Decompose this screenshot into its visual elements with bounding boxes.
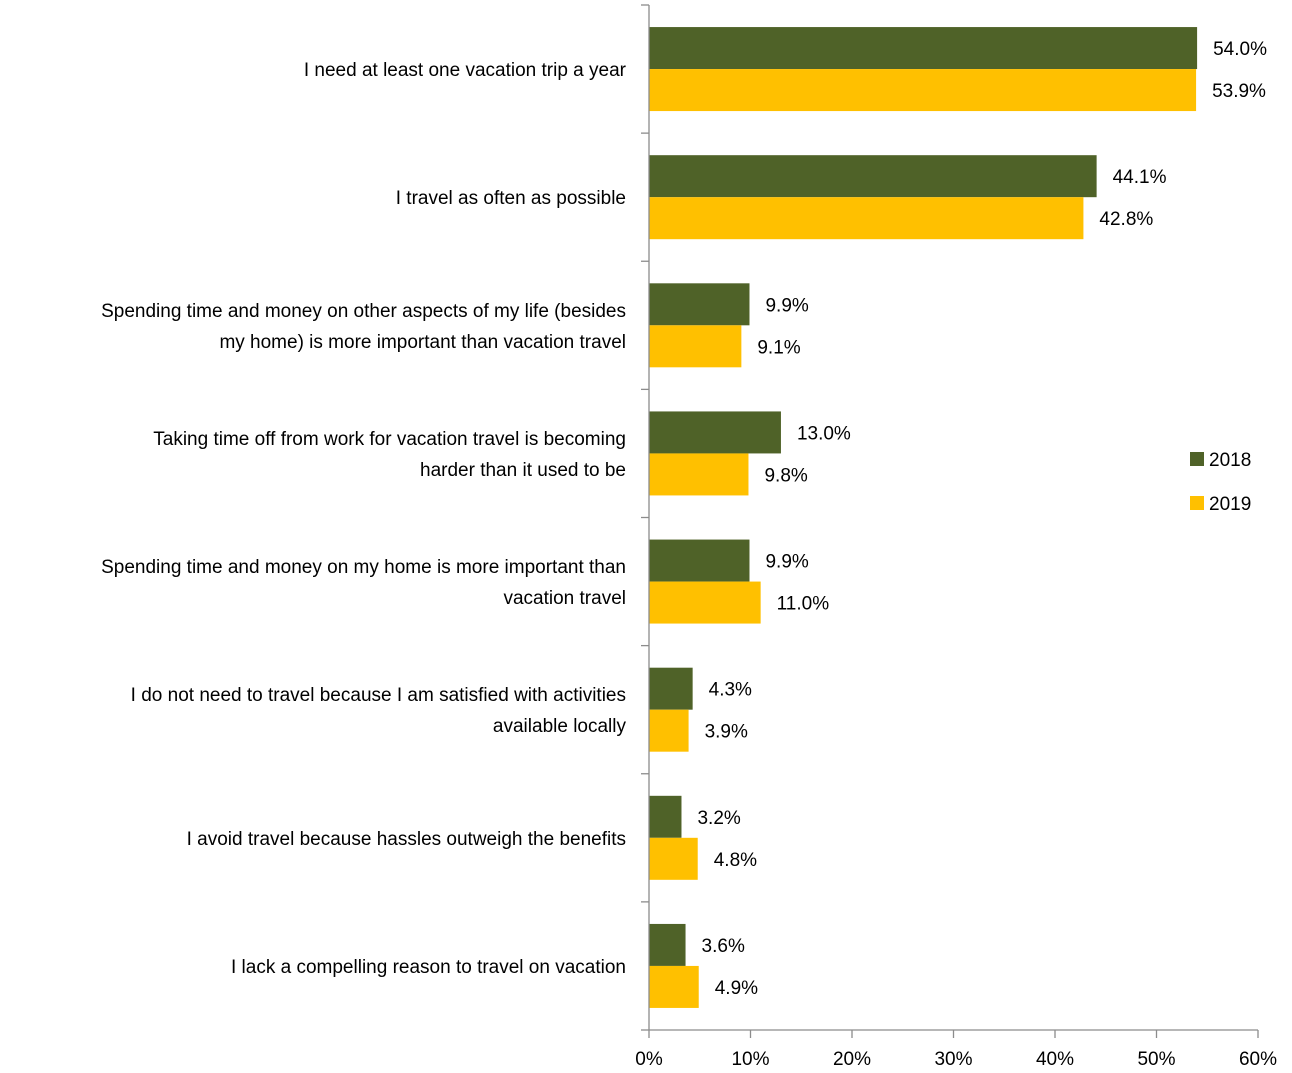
bar-2018-6	[649, 795, 682, 838]
category-label-line: my home) is more important than vacation…	[219, 332, 626, 353]
legend-swatch-2018	[1190, 452, 1204, 466]
value-label-2018-4: 9.9%	[765, 552, 808, 573]
bar-2019-0	[649, 69, 1197, 112]
category-label-3: Taking time off from work for vacation t…	[153, 429, 626, 481]
category-label-line: I avoid travel because hassles outweigh …	[187, 829, 626, 850]
value-label-2018-6: 3.2%	[697, 808, 740, 829]
bar-2019-7	[649, 965, 699, 1008]
value-label-2019-4: 11.0%	[777, 594, 830, 615]
value-label-2019-0: 53.9%	[1212, 81, 1266, 102]
legend-label-2018: 2018	[1209, 450, 1251, 471]
bar-2019-3	[649, 453, 749, 496]
legend-label-2019: 2019	[1209, 494, 1251, 515]
category-label-7: I lack a compelling reason to travel on …	[231, 957, 626, 978]
category-label-4: Spending time and money on my home is mo…	[101, 557, 626, 609]
value-label-2018-1: 44.1%	[1113, 167, 1167, 188]
value-label-2019-7: 4.9%	[715, 978, 758, 999]
bar-2018-2	[649, 283, 750, 326]
category-label-1: I travel as often as possible	[396, 188, 626, 209]
x-tick-label-1: 10%	[731, 1049, 769, 1070]
bars-group	[649, 27, 1198, 1008]
category-labels-group: I need at least one vacation trip a year…	[101, 60, 627, 978]
category-label-6: I avoid travel because hassles outweigh …	[187, 829, 626, 850]
bar-2018-5	[649, 667, 693, 710]
bar-2019-5	[649, 709, 689, 752]
value-label-2019-6: 4.8%	[714, 850, 757, 871]
value-labels-group: 54.0% 53.9% 44.1% 42.8% 9.9% 9.1% 13.0% 9.8% 9.9…	[697, 39, 1267, 999]
bar-2019-1	[649, 197, 1084, 240]
bar-2018-3	[649, 411, 781, 454]
category-label-5: I do not need to travel because I am sat…	[131, 685, 627, 737]
category-label-line: I travel as often as possible	[396, 188, 626, 209]
bar-2019-4	[649, 581, 761, 624]
value-label-2019-3: 9.8%	[764, 465, 807, 486]
x-tick-label-6: 60%	[1239, 1049, 1277, 1070]
category-label-line: Spending time and money on my home is mo…	[101, 557, 626, 578]
bar-2019-6	[649, 837, 698, 880]
bar-2018-0	[649, 27, 1198, 70]
x-tick-label-3: 30%	[934, 1049, 972, 1070]
category-label-line: harder than it used to be	[420, 460, 626, 481]
value-label-2019-5: 3.9%	[705, 722, 748, 743]
x-tick-label-4: 40%	[1036, 1049, 1074, 1070]
value-label-2018-5: 4.3%	[709, 680, 752, 701]
axes-group: 0% 10% 20% 30% 40% 50% 60%	[635, 4, 1277, 1070]
category-label-line: Spending time and money on other aspects…	[101, 301, 626, 322]
category-label-line: available locally	[493, 716, 627, 737]
category-label-0: I need at least one vacation trip a year	[304, 60, 627, 81]
bar-2018-4	[649, 539, 750, 582]
value-label-2018-3: 13.0%	[797, 423, 851, 444]
value-label-2019-2: 9.1%	[757, 337, 800, 358]
category-label-line: Taking time off from work for vacation t…	[153, 429, 626, 450]
legend: 2018 2019	[1190, 450, 1251, 515]
x-tick-label-2: 20%	[833, 1049, 871, 1070]
category-label-line: I need at least one vacation trip a year	[304, 60, 627, 81]
value-label-2018-2: 9.9%	[765, 295, 808, 316]
category-label-2: Spending time and money on other aspects…	[101, 301, 626, 353]
value-label-2018-7: 3.6%	[702, 936, 745, 957]
bar-2019-2	[649, 325, 742, 368]
category-label-line: I do not need to travel because I am sat…	[131, 685, 626, 706]
category-label-line: vacation travel	[503, 588, 626, 609]
value-label-2019-1: 42.8%	[1099, 209, 1153, 230]
bar-2018-7	[649, 923, 686, 966]
legend-swatch-2019	[1190, 496, 1204, 510]
x-tick-label-5: 50%	[1137, 1049, 1175, 1070]
x-tick-label-0: 0%	[635, 1049, 663, 1070]
bar-2018-1	[649, 155, 1097, 198]
category-label-line: I lack a compelling reason to travel on …	[231, 957, 626, 978]
value-label-2018-0: 54.0%	[1213, 39, 1267, 60]
